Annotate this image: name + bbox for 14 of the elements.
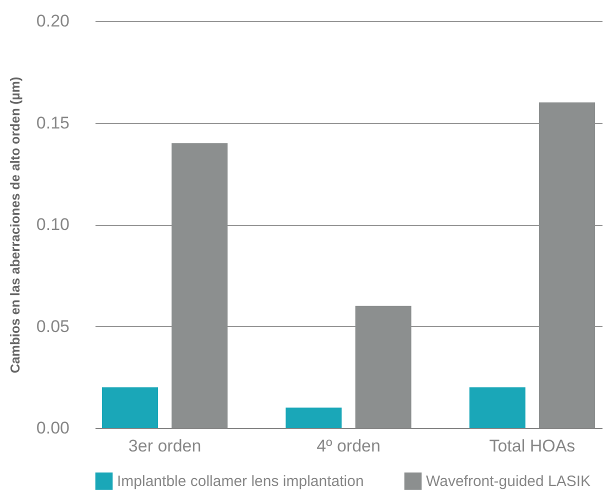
y-tick-label: 0.20	[36, 12, 70, 30]
x-tick-label: 3er orden	[128, 436, 202, 456]
y-tick-label: 0.00	[36, 418, 70, 438]
x-tick-label: 4º orden	[316, 436, 380, 456]
y-tick-label: 0.05	[36, 316, 70, 336]
y-tick-label: 0.15	[36, 113, 70, 132]
y-axis-title: Cambios en las aberraciones de alto orden (µm)	[7, 76, 22, 374]
y-tick-label: 0.10	[36, 215, 70, 234]
legend-label: Wavefront-guided LASIK	[426, 473, 591, 490]
bar	[469, 387, 526, 428]
bar	[102, 387, 158, 428]
bar	[286, 408, 342, 428]
x-tick-label: Total HOAs	[489, 436, 576, 456]
legend-label: Implantble collamer lens implantation	[117, 473, 364, 490]
